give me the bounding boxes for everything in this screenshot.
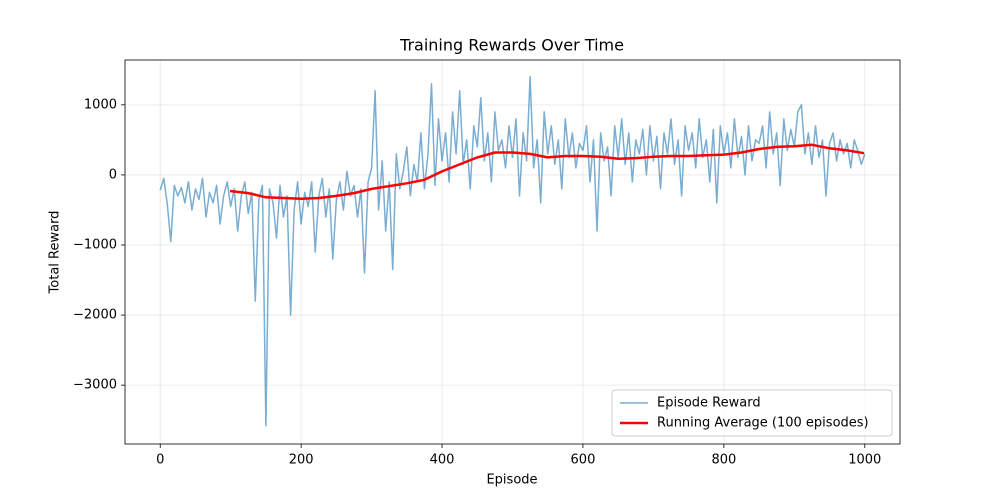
legend: Episode Reward Running Average (100 episo…: [611, 389, 893, 437]
x-tick-label: 400: [430, 453, 455, 468]
series-line: [159, 76, 866, 427]
legend-label: Running Average (100 episodes): [657, 416, 869, 431]
x-axis-label: Episode: [486, 473, 537, 488]
y-tick-label: 0: [109, 167, 117, 182]
y-tick-label: −3000: [73, 378, 117, 393]
x-tick-label: 600: [571, 453, 596, 468]
y-axis-label: Total Reward: [48, 211, 63, 295]
y-tick-label: −1000: [73, 237, 117, 252]
x-tick-label: 0: [156, 453, 164, 468]
legend-label: Episode Reward: [657, 396, 761, 411]
x-tick-label: 1000: [848, 453, 881, 468]
series-line: [229, 143, 865, 200]
x-tick-label: 800: [711, 453, 736, 468]
chart-title: Training Rewards Over Time: [399, 36, 624, 55]
y-tick-label: −2000: [73, 308, 117, 323]
y-tick-label: 1000: [84, 97, 117, 112]
legend-box: [611, 389, 893, 437]
plot-frame: [124, 59, 901, 445]
x-tick-label: 200: [289, 453, 314, 468]
